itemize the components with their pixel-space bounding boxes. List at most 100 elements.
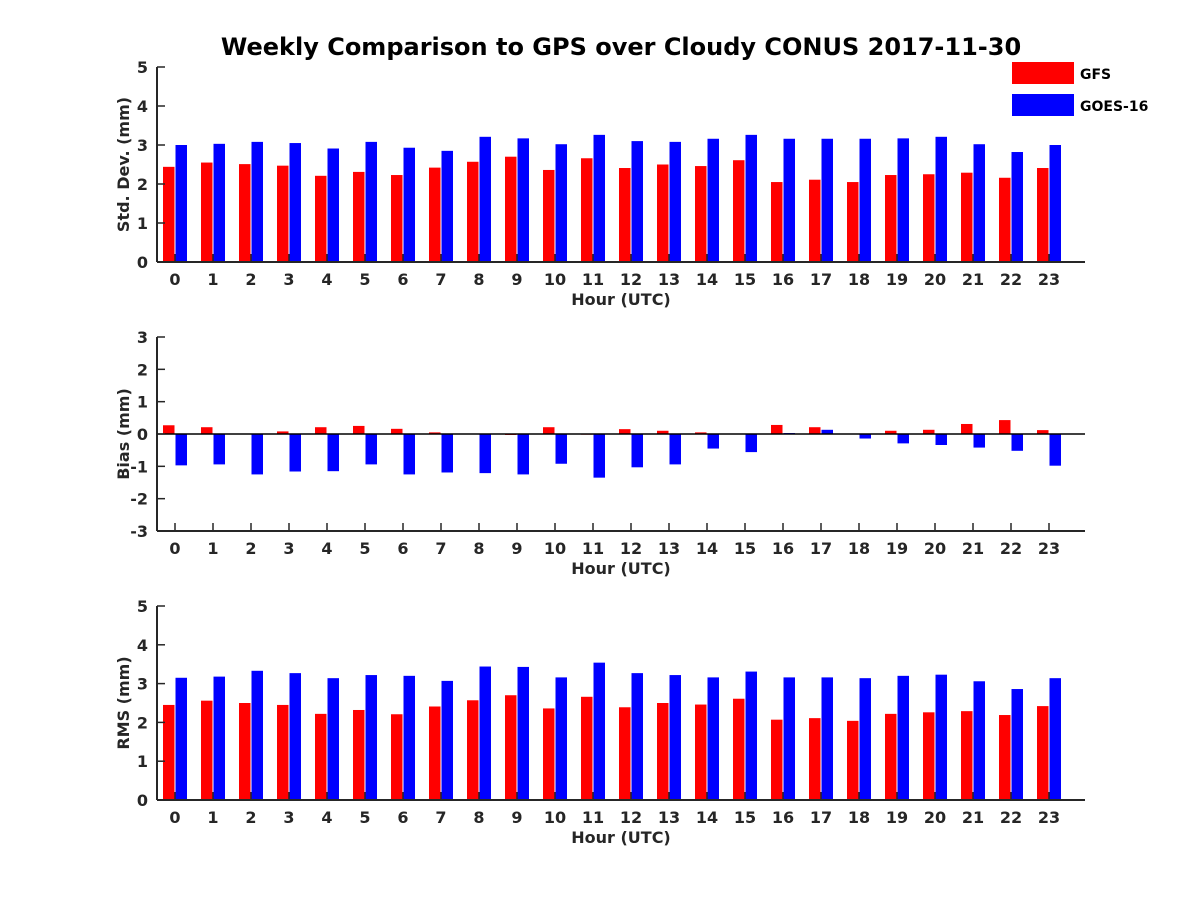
x-tick-label: 2 — [245, 539, 256, 558]
bar-gfs-h23 — [1037, 706, 1049, 800]
bar-gfs-h7 — [429, 167, 441, 262]
bar-gfs-h14 — [695, 166, 707, 262]
x-tick-label: 15 — [734, 270, 756, 289]
bar-gfs-h23 — [1037, 430, 1049, 434]
bar-goes16-h8 — [479, 136, 491, 262]
bar-goes16-h0 — [175, 145, 187, 262]
bar-goes16-h12 — [631, 673, 643, 800]
x-tick-label: 17 — [810, 808, 832, 827]
x-tick-label: 1 — [207, 270, 218, 289]
bar-goes16-h16 — [783, 677, 795, 800]
bar-goes16-h11 — [593, 134, 605, 262]
x-tick-label: 22 — [1000, 808, 1022, 827]
y-tick-label: 5 — [137, 597, 148, 616]
x-tick-label: 23 — [1038, 270, 1060, 289]
bar-gfs-h3 — [277, 704, 289, 800]
bar-gfs-h20 — [923, 712, 935, 800]
x-tick-label: 9 — [511, 808, 522, 827]
bar-goes16-h15 — [745, 434, 757, 453]
y-tick-label: 0 — [137, 253, 148, 272]
bar-gfs-h20 — [923, 174, 935, 262]
x-tick-label: 14 — [696, 270, 718, 289]
bar-gfs-h15 — [733, 698, 745, 800]
x-tick-label: 20 — [924, 539, 946, 558]
bar-gfs-h10 — [543, 708, 555, 800]
bar-goes16-h17 — [821, 429, 833, 434]
y-tick-label: 2 — [137, 713, 148, 732]
y-tick-label: 1 — [137, 752, 148, 771]
x-tick-label: 9 — [511, 539, 522, 558]
x-tick-label: 4 — [321, 808, 332, 827]
bar-gfs-h1 — [201, 700, 213, 800]
x-tick-label: 10 — [544, 539, 566, 558]
bar-goes16-h7 — [441, 434, 453, 473]
bar-goes16-h8 — [479, 666, 491, 800]
bar-gfs-h9 — [505, 695, 517, 800]
bar-goes16-h3 — [289, 143, 301, 262]
x-tick-label: 18 — [848, 270, 870, 289]
x-tick-label: 3 — [283, 539, 294, 558]
x-tick-label: 4 — [321, 539, 332, 558]
x-tick-label: 3 — [283, 270, 294, 289]
bar-gfs-h10 — [543, 169, 555, 262]
bar-goes16-h2 — [251, 670, 263, 800]
legend-swatch-gfs — [1012, 62, 1074, 84]
x-tick-label: 6 — [397, 539, 408, 558]
x-tick-label: 16 — [772, 270, 794, 289]
x-tick-label: 20 — [924, 808, 946, 827]
bar-gfs-h22 — [999, 420, 1011, 434]
x-tick-label: 15 — [734, 808, 756, 827]
x-tick-label: 21 — [962, 808, 984, 827]
bar-gfs-h5 — [353, 425, 365, 434]
bar-gfs-h6 — [391, 428, 403, 434]
y-tick-label: -1 — [130, 457, 148, 476]
bar-gfs-h0 — [163, 425, 175, 434]
bar-gfs-h13 — [657, 430, 669, 434]
bar-goes16-h23 — [1049, 678, 1061, 800]
bar-gfs-h22 — [999, 715, 1011, 800]
bar-goes16-h6 — [403, 675, 415, 800]
bar-goes16-h4 — [327, 434, 339, 472]
x-tick-label: 23 — [1038, 539, 1060, 558]
bar-gfs-h0 — [163, 704, 175, 800]
bar-gfs-h1 — [201, 427, 213, 434]
bar-goes16-h13 — [669, 434, 681, 465]
x-tick-label: 22 — [1000, 539, 1022, 558]
x-tick-label: 4 — [321, 270, 332, 289]
bar-gfs-h11 — [581, 158, 593, 262]
x-tick-label: 6 — [397, 808, 408, 827]
x-tick-label: 2 — [245, 270, 256, 289]
y-tick-label: 1 — [137, 214, 148, 233]
x-axis-label: Hour (UTC) — [571, 559, 671, 578]
x-tick-label: 3 — [283, 808, 294, 827]
x-tick-label: 12 — [620, 539, 642, 558]
bar-gfs-h4 — [315, 175, 327, 262]
bar-gfs-h21 — [961, 711, 973, 800]
x-tick-label: 12 — [620, 270, 642, 289]
y-tick-label: 0 — [137, 425, 148, 444]
bar-gfs-h18 — [847, 182, 859, 262]
bar-gfs-h13 — [657, 164, 669, 262]
bar-gfs-h19 — [885, 175, 897, 262]
bar-goes16-h16 — [783, 138, 795, 262]
bar-goes16-h0 — [175, 677, 187, 800]
x-tick-label: 10 — [544, 808, 566, 827]
bar-gfs-h16 — [771, 719, 783, 800]
bar-gfs-h12 — [619, 707, 631, 800]
bar-gfs-h6 — [391, 175, 403, 262]
bar-goes16-h20 — [935, 136, 947, 262]
bar-goes16-h23 — [1049, 434, 1061, 466]
bar-gfs-h3 — [277, 431, 289, 434]
bar-goes16-h19 — [897, 138, 909, 262]
bar-goes16-h0 — [175, 434, 187, 466]
bar-gfs-h6 — [391, 714, 403, 800]
bar-gfs-h1 — [201, 162, 213, 262]
bar-goes16-h7 — [441, 150, 453, 262]
bar-goes16-h5 — [365, 141, 377, 262]
bar-gfs-h21 — [961, 172, 973, 262]
x-tick-label: 8 — [473, 808, 484, 827]
bar-goes16-h14 — [707, 138, 719, 262]
bar-goes16-h10 — [555, 677, 567, 800]
